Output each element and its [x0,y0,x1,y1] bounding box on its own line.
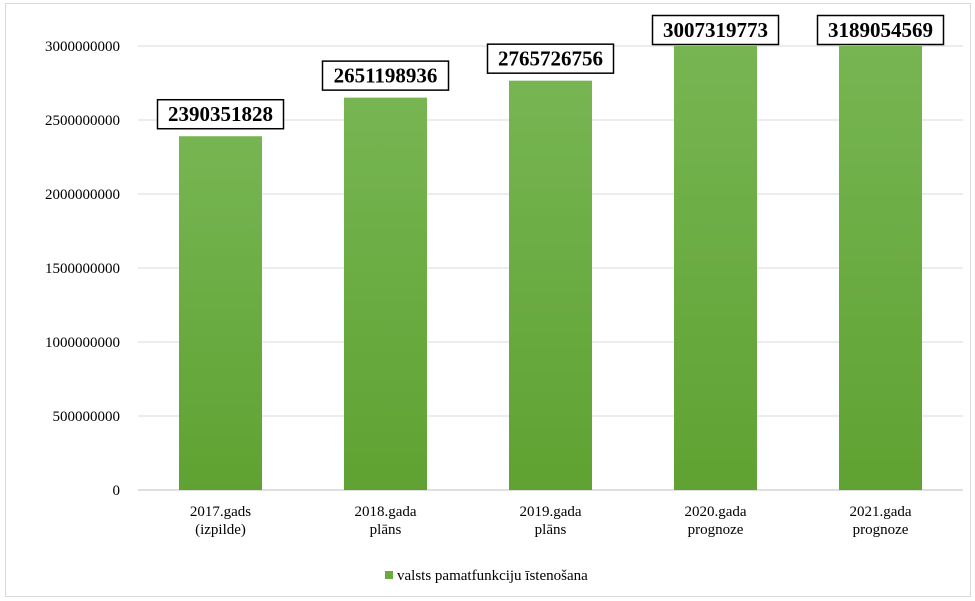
data-label: 2765726756 [498,47,603,71]
y-tick-label: 3000000000 [45,39,120,55]
x-tick-label: 2019.gada [519,504,581,520]
y-tick-label: 0 [113,483,121,499]
data-label-box [321,60,450,91]
x-tick-label: 2017.gads [190,504,251,520]
y-tick-label: 1500000000 [45,261,120,277]
data-label: 3007319773 [663,18,768,42]
legend: valsts pamatfunkciju īstenošana [385,568,588,584]
x-tick-label: plāns [535,522,567,538]
x-tick-label: 2020.gada [684,504,746,520]
data-label: 2390351828 [168,102,273,126]
bar [509,80,592,491]
x-tick-label: 2018.gada [354,504,416,520]
x-axis: 2017.gads (izpilde) 2018.gada plāns 2019.gad… [190,504,912,538]
x-tick-label: (izpilde) [195,522,246,538]
y-tick-label: 500000000 [53,409,121,425]
bar [839,46,922,490]
bar [674,46,757,490]
data-label: 2651198936 [334,64,438,88]
data-label-box [816,14,945,46]
x-tick-label: prognoze [853,522,909,538]
bar [179,136,262,490]
x-tick-label: plāns [370,522,402,538]
x-tick-label: prognoze [688,522,744,538]
bars [179,46,922,491]
legend-label: valsts pamatfunkciju īstenošana [397,568,588,584]
y-tick-label: 2000000000 [45,187,120,203]
data-label-box [486,43,615,74]
data-labels: 2390351828 2651198936 2765726756 3007319773… [156,14,945,130]
data-label-box [651,14,780,46]
data-label-box [156,98,285,130]
bar [344,97,427,490]
legend-swatch [385,571,393,579]
y-axis: 0 500000000 1000000000 1500000000 2000000000… [45,39,120,499]
y-tick-label: 1000000000 [45,335,120,351]
y-tick-label: 2500000000 [45,113,120,129]
data-label: 3189054569 [828,18,933,42]
x-tick-label: 2021.gada [849,504,911,520]
